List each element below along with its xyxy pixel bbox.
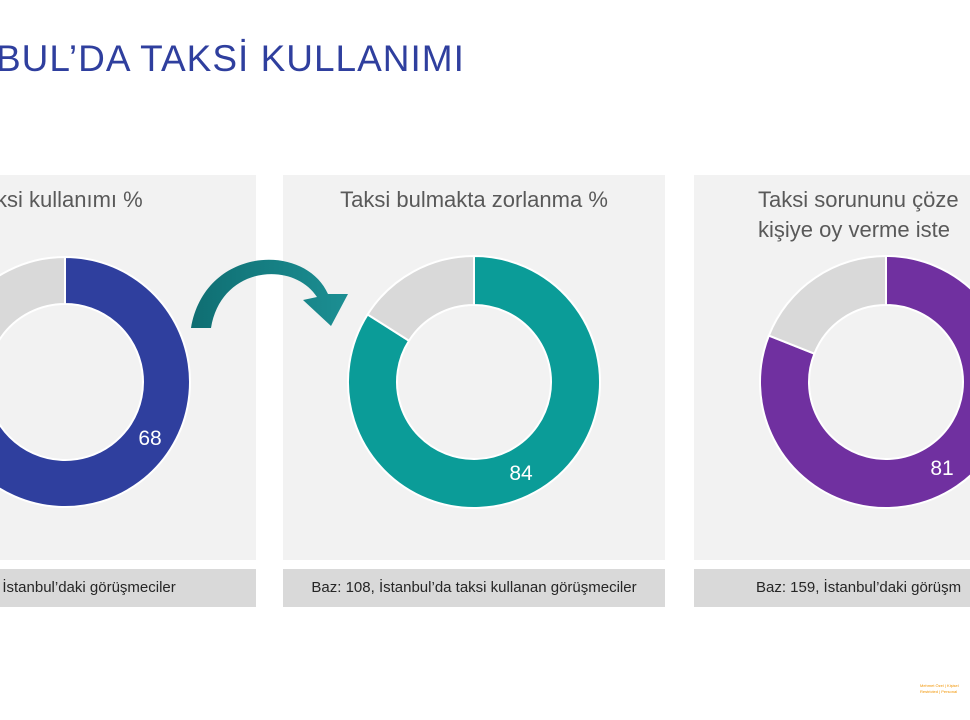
footer-classification: Mehmet Özel | Kişisel Restricted | Perso… <box>920 683 959 695</box>
donut-slice-remainder <box>767 254 887 355</box>
chart-title-finding-difficulty: Taksi bulmakta zorlanma % <box>340 187 608 212</box>
donut-slice-remainder <box>0 255 66 341</box>
donut-value-label: 68 <box>138 427 161 450</box>
donut-slice-value <box>759 254 970 509</box>
chart-panel-finding-difficulty: Taksi bulmakta zorlanma % 84 <box>283 175 665 560</box>
donut-slice-value <box>0 255 191 508</box>
chart-panel-vote-intention: Taksi sorununu çöze kişiye oy verme iste… <box>694 175 970 560</box>
base-note-taxi-usage: , İstanbul’daki görüşmeciler <box>0 569 256 607</box>
donut-chart-taxi-usage: 68 <box>0 255 191 508</box>
footer-line-2: Restricted | Personal <box>920 689 958 694</box>
donut-slice-remainder <box>366 254 475 343</box>
donut-value-label: 81 <box>930 457 953 480</box>
donut-chart-vote-intention: 81 <box>759 254 970 509</box>
donut-slice-value <box>347 254 601 509</box>
chart-title-taxi-usage: ksi kullanımı % <box>0 187 143 212</box>
chart-panel-taxi-usage: ksi kullanımı % 68 <box>0 175 256 560</box>
curved-arrow-icon <box>191 259 348 328</box>
curved-arrow-shape <box>191 259 348 328</box>
chart-title-line-1: Taksi sorununu çöze <box>758 187 959 212</box>
footer-line-1: Mehmet Özel | Kişisel <box>920 683 959 688</box>
donut-value-label: 84 <box>509 462 533 485</box>
donut-chart-finding-difficulty: 84 <box>347 254 601 509</box>
base-note-finding-difficulty: Baz: 108, İstanbul’da taksi kullanan gör… <box>283 569 665 607</box>
chart-title-vote-intention: Taksi sorununu çöze kişiye oy verme iste <box>694 185 970 245</box>
base-note-vote-intention: Baz: 159, İstanbul’daki görüşm <box>694 569 970 607</box>
chart-title-line-2: kişiye oy verme iste <box>758 217 950 242</box>
page-title: BUL’DA TAKSİ KULLANIMI <box>0 38 465 79</box>
